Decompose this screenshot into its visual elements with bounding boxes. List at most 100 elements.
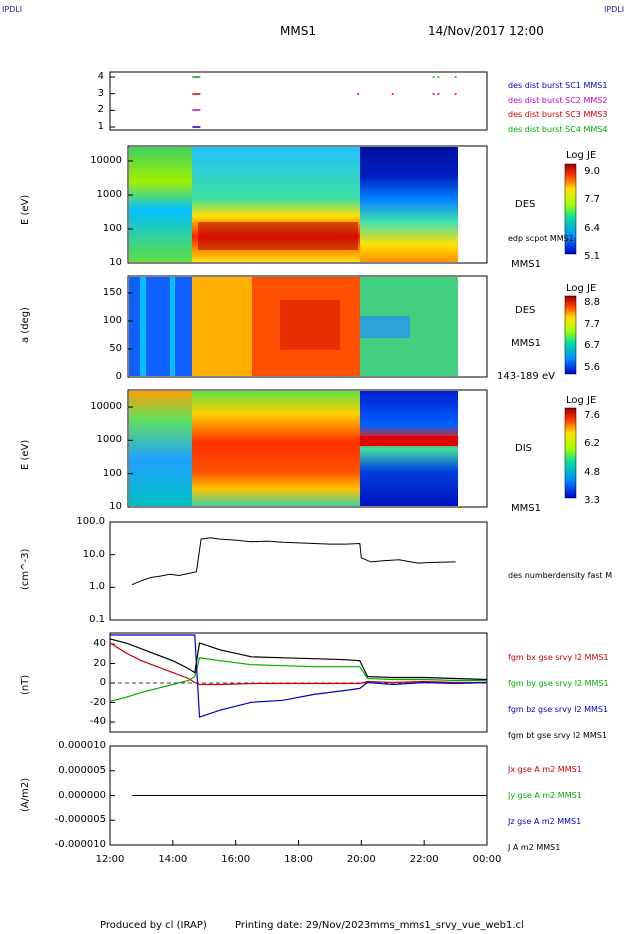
- density-label: des numberdensity fast M: [508, 571, 613, 580]
- colorbar-des-pitch-tick-label: 8.8: [584, 297, 600, 308]
- legend-burst-sc4: des dist burst SC4 MMS4: [508, 124, 608, 134]
- density-tick-label: 10.0: [82, 548, 105, 560]
- burst-tick-label: 2: [97, 104, 104, 116]
- des-pitch-tick-label: 100: [102, 315, 122, 326]
- burst-legend: des dist burst SC1 MMS1 des dist burst S…: [508, 79, 607, 137]
- page-title: MMS1: [280, 24, 316, 38]
- des-energy-tick-label: 10: [109, 257, 122, 268]
- edp-scpot-label: edp scpot MMS1: [508, 234, 574, 243]
- ylabel-des-pitch: a (deg): [20, 307, 31, 343]
- colorbar-dis-energy-tick-label: 3.3: [584, 495, 600, 506]
- density-series-line: [131, 537, 456, 586]
- burst-panel-frame: [109, 71, 488, 131]
- dis-energy-tick-label: 10000: [90, 401, 122, 412]
- colorbar-des-pitch-tick-label: 5.6: [584, 362, 600, 373]
- ylabel-dis-energy: E (eV): [20, 439, 31, 470]
- dis-energy-tick-label: 100: [102, 467, 122, 479]
- des-pitch-tick-label: 0: [115, 371, 122, 382]
- colorbar-des-energy-tick-label: 9.0: [584, 166, 600, 177]
- current-tick-label: 0.000005: [58, 764, 106, 776]
- footer-printing-date: Printing date: 29/Nov/2023: [235, 920, 371, 931]
- density-tick-label: 0.1: [89, 614, 105, 625]
- colorbar-title-des-pitch: Log JE: [566, 283, 597, 294]
- density-tick-label: 1.0: [89, 581, 105, 593]
- colorbar-des-energy-tick-label: 7.7: [584, 194, 600, 206]
- legend-j: J A m2 MMS1: [508, 843, 561, 852]
- colorbar-dis-energy-tick-label: 7.6: [584, 410, 600, 421]
- dis-energy-label: DIS: [515, 443, 532, 454]
- des-energy-spectrogram: [129, 147, 458, 262]
- colorbar-title-des-energy: Log JE: [566, 150, 597, 161]
- legend-burst-sc2: des dist burst SC2 MMS2: [508, 95, 608, 105]
- burst-tick-label: 3: [97, 87, 104, 99]
- x-tick-label: 14:00: [158, 854, 188, 865]
- colorbar-dis-energy-tick-label: 6.2: [584, 438, 600, 450]
- ylabel-bfield: (nT): [20, 674, 31, 695]
- bfield-tick-label: 40: [93, 638, 106, 649]
- bfield-series-bz: [110, 634, 488, 718]
- bfield-tick-label: 0: [99, 677, 106, 688]
- x-tick-label: 18:00: [284, 854, 313, 865]
- dis-energy-tick-label: 10: [109, 501, 122, 512]
- current-tick-label: -0.000010: [54, 839, 106, 850]
- des-pitch-panel-frame: [127, 275, 488, 378]
- bfield-tick-label: 20: [93, 657, 106, 669]
- colorbar-des-energy-tick-label: 6.4: [584, 222, 600, 234]
- bfield-legend: fgm bx gse srvy l2 MMS1 fgm by gse srvy …: [508, 645, 609, 749]
- colorbar-des-pitch: [564, 295, 577, 375]
- des-energy-tick-label: 10000: [90, 155, 122, 166]
- colorbar-des-pitch-tick-label: 6.7: [584, 340, 600, 352]
- legend-bx: fgm bx gse srvy l2 MMS1: [508, 653, 609, 662]
- x-tick-label: 22:00: [409, 854, 439, 865]
- bfield-series-bx: [109, 642, 487, 686]
- bfield-series-by: [109, 657, 487, 702]
- dis-energy-tick-label: 1000: [96, 434, 122, 446]
- legend-bz: fgm bz gse srvy l2 MMS1: [508, 705, 609, 714]
- density-panel-frame: [109, 521, 488, 621]
- legend-burst-sc3: des dist burst SC3 MMS3: [508, 110, 608, 119]
- des-energy-panel-frame: [127, 145, 488, 264]
- legend-jy: Jy gse A m2 MMS1: [508, 791, 582, 800]
- legend-bt: fgm bt gse srvy l2 MMS1: [508, 731, 607, 740]
- footer-produced-by: Produced by cl (IRAP): [100, 920, 207, 931]
- current-tick-label: -0.000005: [54, 814, 106, 826]
- current-tick-label: 0.000000: [58, 789, 106, 801]
- des-pitch-tick-label: 150: [102, 287, 122, 298]
- colorbar-title-dis-energy: Log JE: [566, 395, 597, 406]
- legend-burst-sc1: des dist burst SC1 MMS1: [508, 81, 608, 90]
- des-pitch-label: DES: [515, 305, 536, 316]
- colorbar-des-pitch-tick-label: 7.7: [584, 318, 600, 330]
- footer-file: mms_mms1_srvy_vue_web1.cl: [370, 920, 524, 931]
- colorbar-dis-energy-tick-label: 4.8: [584, 466, 600, 478]
- dis-energy-spectrogram: [129, 391, 458, 506]
- des-pitch-energy-range: 143-189 eV: [497, 371, 555, 382]
- ylabel-density: (cm^-3): [20, 548, 31, 590]
- colorbar-des-energy-tick-label: 5.1: [584, 251, 600, 262]
- legend-jx: Jx gse A m2 MMS1: [508, 765, 582, 774]
- dis-energy-panel-frame: [127, 389, 488, 508]
- density-tick-label: 100.0: [76, 516, 105, 527]
- ylabel-current: (A/m2): [20, 777, 31, 812]
- ylabel-des-energy: E (eV): [20, 194, 31, 225]
- des-pitch-spectrogram: [129, 277, 458, 376]
- current-tick-label: 0.000010: [58, 740, 106, 751]
- des-energy-tick-label: 1000: [96, 189, 122, 200]
- date-time: 14/Nov/2017 12:00: [428, 24, 544, 38]
- current-legend: Jx gse A m2 MMS1 Jy gse A m2 MMS1 Jz gse…: [508, 757, 582, 861]
- bfield-tick-label: -20: [89, 696, 106, 708]
- corner-label-left: IPDLI: [2, 5, 23, 14]
- burst-tick-label: 4: [97, 71, 104, 82]
- x-tick-label: 00:00: [472, 854, 502, 865]
- burst-tick-label: 1: [97, 121, 104, 132]
- bfield-series-bt: [109, 638, 488, 681]
- des-energy-sc-label: MMS1: [511, 259, 541, 270]
- dis-energy-sc-label: MMS1: [511, 503, 541, 514]
- des-pitch-tick-label: 50: [109, 343, 122, 354]
- x-tick-label: 16:00: [221, 854, 251, 865]
- des-energy-tick-label: 100: [102, 223, 122, 234]
- des-pitch-sc-label: MMS1: [511, 338, 541, 349]
- colorbar-des-energy: [564, 163, 577, 255]
- bfield-tick-label: -40: [89, 716, 106, 727]
- legend-jz: Jz gse A m2 MMS1: [508, 817, 582, 826]
